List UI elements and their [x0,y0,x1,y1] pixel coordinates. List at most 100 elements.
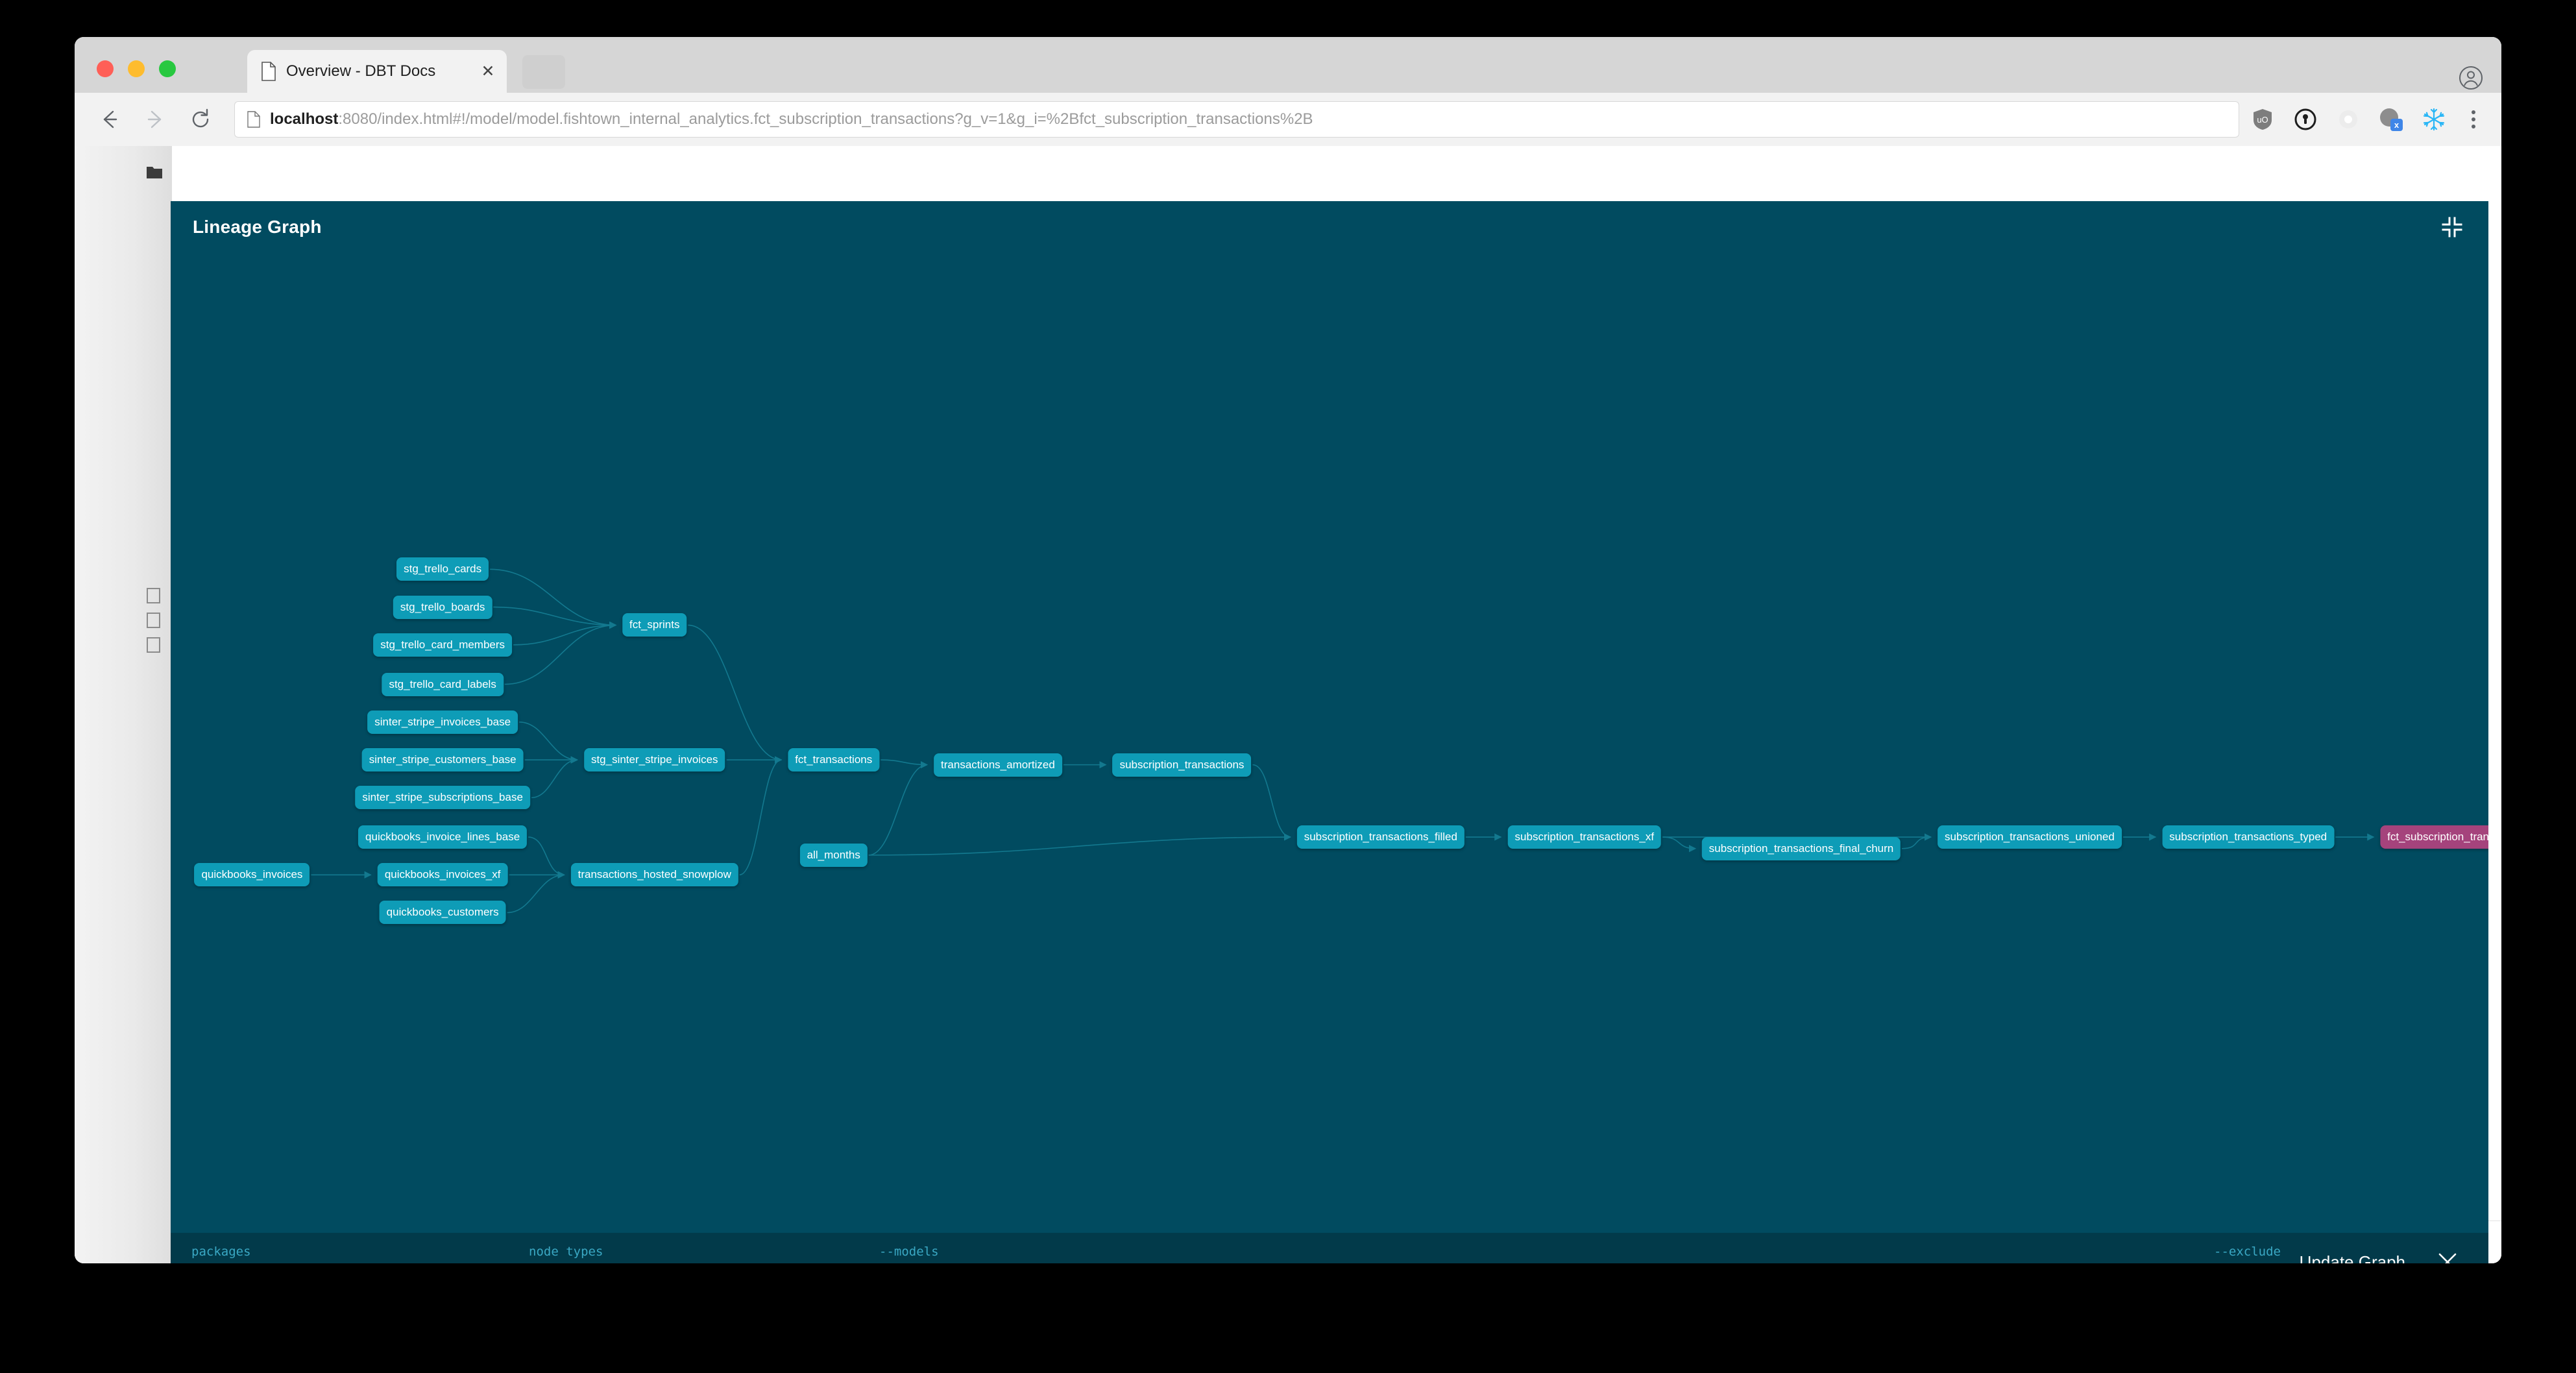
reload-icon[interactable] [184,103,217,136]
lineage-node[interactable]: fct_sprints [622,613,687,637]
extension-dark-circle-icon[interactable]: x [2378,106,2404,132]
kebab-menu-icon[interactable] [2464,110,2483,128]
lineage-node-label: quickbooks_invoices [201,868,303,881]
minimize-window-button[interactable] [128,60,145,77]
onepassword-icon[interactable] [2292,106,2318,132]
browser-toolbar: localhost:8080/index.html#!/model/model.… [75,93,2501,146]
svg-text:x: x [2394,120,2400,130]
lineage-node[interactable]: subscription_transactions_filled [1296,825,1464,849]
url-host: localhost [270,110,339,128]
lineage-node[interactable]: quickbooks_invoices [194,863,310,887]
extension-light-circle-icon[interactable] [2335,106,2361,132]
url-bar[interactable]: localhost:8080/index.html#!/model/model.… [234,101,2239,138]
lineage-node[interactable]: transactions_hosted_snowplow [570,863,738,887]
browser-tab-strip: Overview - DBT Docs ✕ [75,37,2501,93]
lineage-node[interactable]: subscription_transactions_xf [1507,825,1662,849]
lineage-node-label: fct_subscription_transactions [2387,831,2488,844]
url-path: :8080/index.html#!/model/model.fishtown_… [338,110,1313,128]
lineage-node[interactable]: quickbooks_customers [379,901,506,925]
lineage-node-label: stg_sinter_stripe_invoices [590,753,718,766]
lineage-node-label: subscription_transactions_filled [1304,831,1457,844]
exclude-label: --exclude [2214,1244,2281,1259]
node-types-label: node types [529,1244,603,1259]
lineage-node-label: subscription_transactions [1119,758,1245,771]
lineage-node-selected[interactable]: fct_subscription_transactions [2380,825,2488,849]
lineage-node-label: subscription_transactions_unioned [1945,831,2115,844]
page-icon [260,62,277,81]
sidebar-file-icon[interactable] [146,637,163,653]
lineage-node-label: subscription_transactions_typed [2169,831,2327,844]
lineage-node-label: stg_trello_boards [400,600,485,613]
browser-tab-title: Overview - DBT Docs [286,62,436,80]
lineage-node-label: sinter_stripe_invoices_base [374,715,511,728]
lineage-edge [519,721,578,764]
lineage-node-label: transactions_amortized [941,758,1055,771]
lineage-edge [1902,833,1932,849]
lineage-edge [504,621,617,685]
exclude-input[interactable]: --exclude ... [1599,1233,2281,1263]
packages-label: packages [191,1244,251,1259]
lineage-edge [531,756,578,799]
window-traffic-lights [97,60,176,77]
lineage-node[interactable]: transactions_amortized [934,753,1062,777]
svg-text:uO: uO [2257,115,2268,125]
lineage-node[interactable]: subscription_transactions [1112,753,1252,777]
sidebar-file-icon[interactable] [146,587,163,604]
ublock-origin-icon[interactable]: uO [2250,106,2276,132]
page-info-icon[interactable] [247,111,261,128]
lineage-node-label: stg_trello_card_labels [389,677,496,690]
lineage-node[interactable]: stg_trello_card_members [373,633,513,657]
lineage-node[interactable]: subscription_transactions_unioned [1938,825,2122,849]
close-icon[interactable]: ✕ [481,62,495,80]
snowflake-icon[interactable] [2421,106,2447,132]
lineage-node[interactable]: stg_sinter_stripe_invoices [583,748,725,772]
lineage-node[interactable]: quickbooks_invoice_lines_base [358,825,528,849]
lineage-node[interactable]: sinter_stripe_subscriptions_base [355,786,530,810]
packages-select[interactable]: packages All selected ⌄ [191,1233,522,1263]
lineage-node[interactable]: stg_trello_cards [396,557,489,581]
lineage-node-label: transactions_hosted_snowplow [577,868,731,881]
browser-window: Overview - DBT Docs ✕ [75,37,2501,1263]
url-text: localhost:8080/index.html#!/model/model.… [270,110,1313,128]
lineage-edge [1252,764,1291,841]
lineage-edge [1662,836,1697,853]
lineage-edge [739,756,783,876]
lineage-edge [513,621,617,646]
lineage-graph-panel: Lineage Graph [171,201,2488,1263]
new-tab-icon[interactable] [522,55,565,89]
sidebar-project-icon[interactable] [146,164,163,180]
forward-arrow-icon [138,103,172,136]
lineage-node[interactable]: stg_trello_boards [393,595,492,619]
lineage-node[interactable]: fct_transactions [788,748,880,772]
lineage-graph-canvas[interactable]: stg_trello_cards stg_trello_boards stg_tre… [171,253,2488,1233]
profile-avatar-icon[interactable] [2459,66,2483,93]
lineage-node[interactable]: sinter_stripe_invoices_base [367,710,518,734]
lineage-edges [311,568,2375,914]
lineage-node[interactable]: sinter_stripe_customers_base [361,748,524,772]
lineage-node[interactable]: quickbooks_invoices_xf [377,863,508,887]
node-types-select[interactable]: node types All selected ⌄ [529,1233,860,1263]
lineage-node-label: fct_transactions [795,753,873,766]
docs-sidebar [75,146,172,1263]
lineage-edge [507,871,565,914]
back-arrow-icon[interactable] [93,103,127,136]
lineage-edge [493,606,617,629]
page-title: Lineage Graph [193,217,322,237]
browser-tab[interactable]: Overview - DBT Docs ✕ [247,50,507,93]
close-window-button[interactable] [97,60,114,77]
lineage-node[interactable]: all_months [799,843,868,867]
models-input[interactable]: --models +fct_subscription_transactions+ [879,1233,1593,1263]
lineage-node-label: all_months [807,848,860,861]
lineage-edge [528,836,565,879]
sidebar-file-icon[interactable] [146,612,163,629]
lineage-node[interactable]: stg_trello_card_labels [382,672,504,696]
lineage-edge [688,624,783,764]
models-label: --models [879,1244,939,1259]
close-icon[interactable] [2434,1248,2461,1263]
lineage-node[interactable]: subscription_transactions_typed [2162,825,2335,849]
collapse-icon[interactable] [2438,213,2466,241]
lineage-node[interactable]: subscription_transactions_final_churn [1701,836,1901,860]
maximize-window-button[interactable] [159,60,176,77]
lineage-node-label: quickbooks_invoices_xf [384,868,501,881]
update-graph-button[interactable]: Update Graph [2299,1252,2405,1264]
